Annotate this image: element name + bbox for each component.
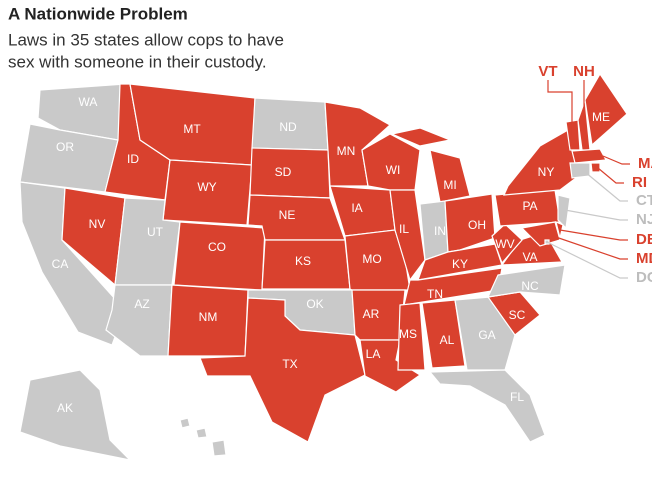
state-label: WI [386, 163, 401, 177]
state-label: UT [147, 225, 164, 239]
state-label: OK [306, 297, 323, 311]
state-shape [428, 369, 546, 443]
state-shape [105, 284, 173, 357]
state-label: NM [199, 310, 218, 324]
state-label: MS [399, 327, 417, 341]
state-label: OH [468, 218, 486, 232]
state-label: MD [636, 250, 652, 267]
state-label: OR [56, 140, 74, 154]
state-label: AR [363, 307, 380, 321]
state-shape [429, 149, 471, 203]
state-shape [571, 148, 607, 164]
leader-line [602, 155, 630, 165]
state-label: AK [57, 401, 73, 415]
state-label: IL [399, 222, 409, 236]
state-shape [557, 194, 571, 230]
state-label: NC [521, 279, 539, 293]
state-label: FL [510, 390, 524, 404]
state-label: CA [52, 257, 69, 271]
state-label: CO [208, 240, 226, 254]
state-label: IN [434, 224, 446, 238]
state-label: HI [219, 424, 231, 438]
state-shape [520, 221, 561, 247]
leader-line [597, 167, 624, 184]
state-label: MN [337, 144, 356, 158]
state-shape [421, 299, 466, 369]
leader-line [584, 171, 628, 202]
state-label: GA [478, 328, 495, 342]
state-label: ND [279, 120, 297, 134]
state-label: SD [275, 165, 292, 179]
state-shape [397, 302, 426, 371]
title: A Nationwide Problem [8, 4, 188, 23]
leader-line [559, 229, 628, 241]
state-label: ME [592, 110, 610, 124]
state-shape [454, 296, 516, 371]
state-label: AL [440, 333, 455, 347]
subtitle-line: Laws in 35 states allow cops to have [8, 30, 284, 49]
state-label: NH [573, 63, 595, 80]
state-shape [590, 162, 601, 173]
state-shape [19, 369, 132, 461]
state-shape [389, 189, 426, 282]
state-shape [390, 127, 453, 147]
state-shape [486, 264, 566, 298]
state-label: KY [452, 257, 468, 271]
state-label: TX [282, 357, 297, 371]
state-label: NJ [636, 211, 652, 228]
state-shape [211, 439, 227, 457]
state-label: CT [636, 192, 652, 209]
state-label: DE [636, 231, 652, 248]
subtitle-line: sex with someone in their custody. [8, 52, 267, 71]
state-label: DC [636, 269, 652, 286]
state-label: WY [197, 180, 216, 194]
state-shape [569, 162, 591, 179]
state-label: MO [362, 252, 381, 266]
state-label: NY [538, 165, 555, 179]
state-label: MT [183, 122, 201, 136]
leader-line [549, 234, 628, 260]
state-label: SC [509, 308, 526, 322]
state-label: NV [89, 217, 106, 231]
state-shape [555, 220, 564, 239]
state-shape [491, 223, 523, 265]
state-shape [195, 427, 208, 439]
state-label: MI [443, 178, 456, 192]
state-label: AZ [134, 297, 149, 311]
state-label: PA [522, 199, 537, 213]
state-label: NE [279, 208, 296, 222]
state-shape [179, 417, 191, 429]
state-label: WA [79, 95, 98, 109]
state-shape [173, 221, 266, 291]
state-label: VA [522, 250, 537, 264]
leader-line [547, 80, 573, 135]
state-label: MA [638, 155, 652, 172]
leader-line [564, 209, 628, 221]
state-labels: WA OR CA NV ID MT WY UT CO AZ NM ND SD NE KS OK TX MN IA MO… [52, 63, 652, 438]
state-label: IA [351, 201, 362, 215]
state-label: LA [366, 347, 381, 361]
state-label: WV [495, 237, 514, 251]
states [19, 72, 628, 461]
leader-line [546, 241, 628, 279]
state-label: KS [295, 254, 311, 268]
state-label: RI [632, 174, 647, 191]
state-label: ID [127, 152, 139, 166]
state-shape [199, 297, 366, 443]
state-label: TN [427, 287, 443, 301]
state-shape [584, 72, 628, 147]
state-label: VT [538, 63, 557, 80]
